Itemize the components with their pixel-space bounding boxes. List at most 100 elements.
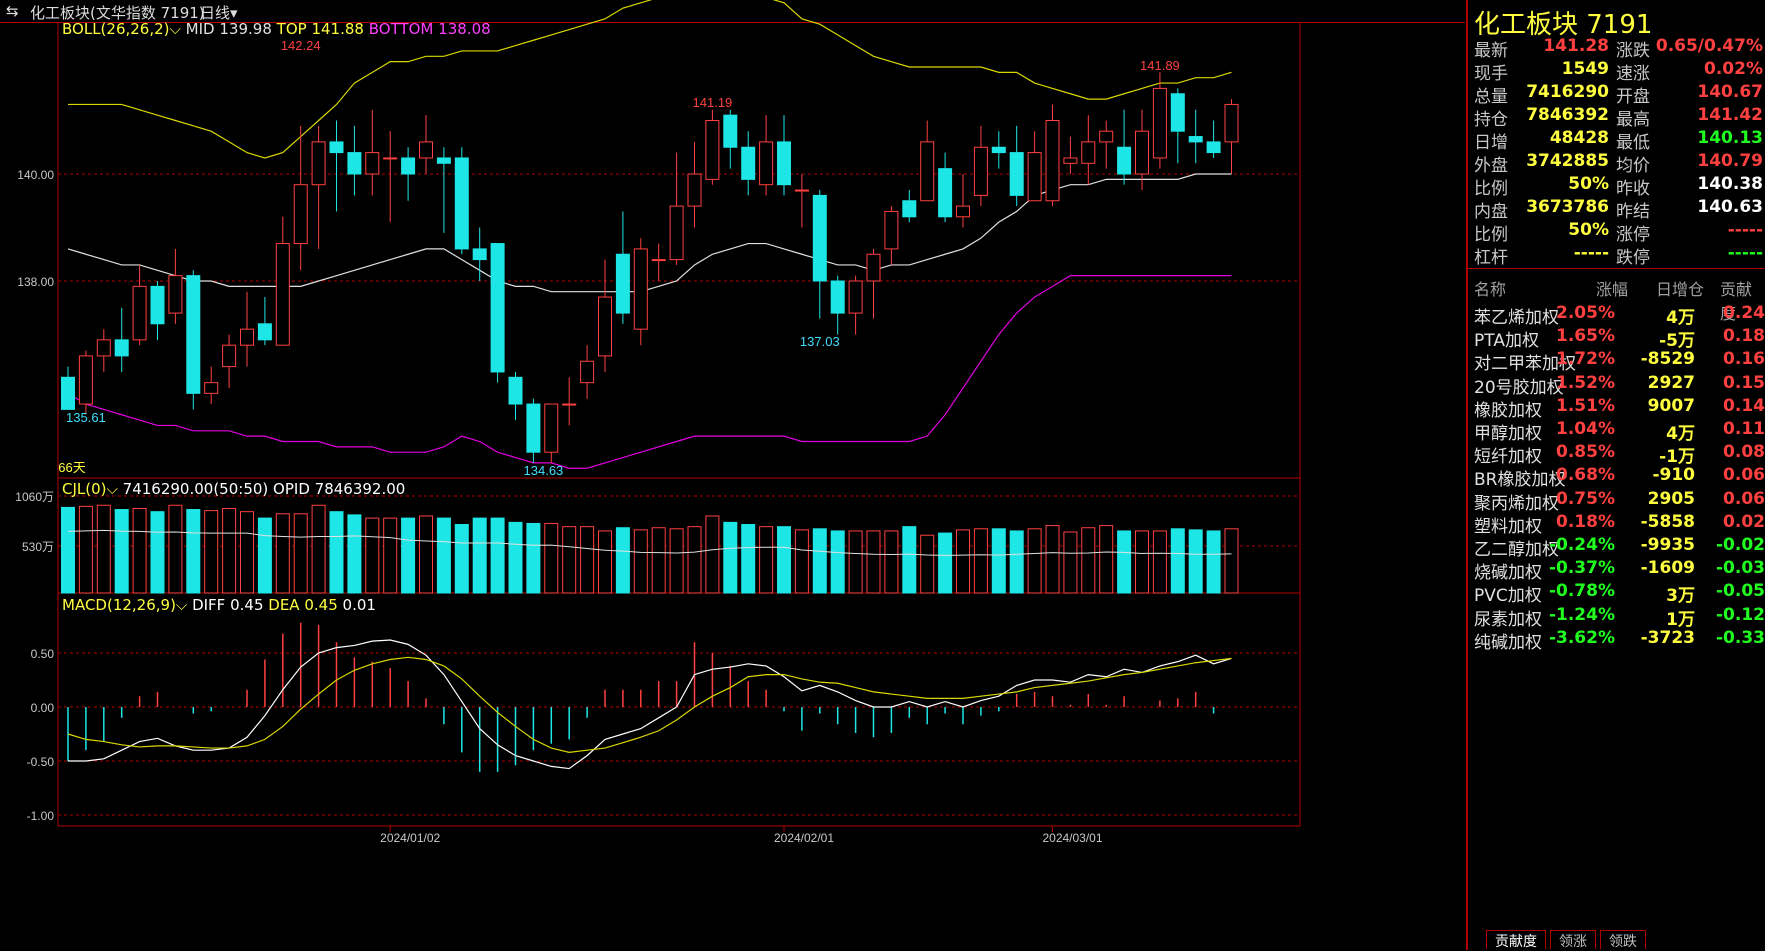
candle-body[interactable]: [920, 141, 935, 202]
volume-bar[interactable]: [777, 526, 791, 594]
volume-bar[interactable]: [884, 530, 899, 594]
candle-body[interactable]: [598, 296, 612, 357]
volume-bar[interactable]: [275, 513, 290, 594]
volume-bar[interactable]: [419, 515, 433, 594]
volume-bar[interactable]: [866, 530, 881, 594]
volume-bar[interactable]: [114, 509, 129, 594]
volume-bar[interactable]: [973, 528, 988, 594]
list-item[interactable]: 纯碱加权 -3.62% -3723 -0.33: [1468, 625, 1765, 653]
period-selector[interactable]: 日线▾: [200, 4, 238, 22]
tab-leading-down[interactable]: 领跌: [1600, 930, 1646, 950]
candle-body[interactable]: [204, 382, 219, 394]
candle-body[interactable]: [866, 253, 881, 282]
candle-body[interactable]: [1045, 120, 1060, 202]
candle-body[interactable]: [186, 275, 201, 394]
volume-bar[interactable]: [759, 526, 774, 594]
volume-bar[interactable]: [168, 504, 183, 594]
candle-body[interactable]: [777, 141, 791, 186]
candle-body[interactable]: [454, 157, 469, 250]
volume-bar[interactable]: [61, 506, 75, 594]
volume-bar[interactable]: [257, 517, 272, 594]
tab-contribution[interactable]: 贡献度: [1486, 930, 1546, 950]
tab-leading-up[interactable]: 领涨: [1550, 930, 1596, 950]
list-item[interactable]: 苯乙烯加权 2.05% 4万 0.24: [1468, 300, 1765, 328]
candle-body[interactable]: [383, 157, 398, 160]
volume-bar[interactable]: [848, 530, 863, 594]
volume-bar[interactable]: [705, 515, 720, 594]
candle-body[interactable]: [347, 152, 362, 175]
candle-body[interactable]: [991, 146, 1006, 154]
volume-bar[interactable]: [633, 529, 648, 594]
volume-bar[interactable]: [472, 517, 487, 594]
list-item[interactable]: PTA加权 1.65% -5万 0.18: [1468, 323, 1765, 351]
volume-bar[interactable]: [1027, 528, 1042, 594]
volume-bar[interactable]: [615, 527, 630, 594]
candle-body[interactable]: [150, 285, 165, 325]
volume-bar[interactable]: [490, 517, 505, 594]
candle-body[interactable]: [1188, 136, 1203, 143]
volume-bar[interactable]: [526, 522, 541, 594]
candle-body[interactable]: [544, 403, 559, 453]
volume-bar[interactable]: [383, 517, 398, 594]
volume-bar[interactable]: [598, 530, 612, 594]
list-item[interactable]: 甲醇加权 1.04% 4万 0.11: [1468, 416, 1765, 444]
volume-bar[interactable]: [186, 509, 201, 594]
col-name[interactable]: 名称: [1474, 280, 1507, 299]
volume-bar[interactable]: [1152, 530, 1167, 594]
volume-bar[interactable]: [741, 524, 756, 594]
candle-body[interactable]: [973, 146, 988, 196]
candle-body[interactable]: [1224, 103, 1239, 143]
volume-bar[interactable]: [311, 504, 326, 594]
candle-body[interactable]: [1117, 146, 1132, 175]
candle-body[interactable]: [669, 205, 684, 261]
volume-bar[interactable]: [1224, 528, 1239, 594]
volume-bar[interactable]: [293, 513, 308, 594]
list-item[interactable]: 20号胶加权 1.52% 2927 0.15: [1468, 370, 1765, 398]
candle-body[interactable]: [741, 146, 756, 180]
candle-body[interactable]: [1170, 93, 1185, 132]
volume-bar[interactable]: [436, 517, 451, 594]
swap-icon[interactable]: ⇆: [6, 2, 19, 20]
candle-body[interactable]: [168, 275, 183, 314]
volume-bar[interactable]: [723, 521, 738, 594]
volume-bar[interactable]: [669, 528, 684, 594]
candle-body[interactable]: [562, 403, 577, 406]
volume-bar[interactable]: [1135, 530, 1149, 594]
list-item[interactable]: 聚丙烯加权 0.75% 2905 0.06: [1468, 486, 1765, 514]
candle-body[interactable]: [419, 141, 433, 159]
col-change[interactable]: 涨幅: [1596, 280, 1629, 299]
volume-bar[interactable]: [78, 505, 93, 594]
volume-bar[interactable]: [1188, 529, 1203, 594]
candle-body[interactable]: [884, 210, 899, 250]
candle-body[interactable]: [436, 157, 451, 164]
volume-bar[interactable]: [562, 526, 577, 594]
volume-bar[interactable]: [651, 527, 666, 594]
candle-body[interactable]: [1063, 157, 1078, 164]
list-item[interactable]: 乙二醇加权 -0.24% -9935 -0.02: [1468, 532, 1765, 560]
candle-body[interactable]: [902, 200, 917, 218]
candle-body[interactable]: [687, 173, 702, 207]
volume-bar[interactable]: [1081, 527, 1096, 594]
candle-body[interactable]: [508, 376, 523, 405]
volume-bar[interactable]: [240, 511, 254, 594]
list-item[interactable]: 烧碱加权 -0.37% -1609 -0.03: [1468, 555, 1765, 583]
chart-area[interactable]: 140.00 138.00 142.24 141.19 141.89 135.61 134.…: [0, 0, 1465, 950]
volume-bar[interactable]: [794, 529, 809, 594]
volume-bar[interactable]: [544, 522, 559, 594]
list-item[interactable]: BR橡胶加权 0.68% -910 0.06: [1468, 462, 1765, 490]
candle-body[interactable]: [759, 141, 774, 186]
candle-body[interactable]: [1206, 141, 1221, 154]
volume-bar[interactable]: [96, 504, 111, 594]
volume-bar[interactable]: [920, 534, 935, 594]
volume-bar[interactable]: [580, 526, 595, 594]
candle-body[interactable]: [61, 376, 75, 410]
candle-body[interactable]: [651, 259, 666, 262]
candle-body[interactable]: [615, 253, 630, 314]
candle-body[interactable]: [1009, 152, 1024, 196]
volume-bar[interactable]: [329, 511, 344, 594]
candle-body[interactable]: [78, 355, 93, 405]
volume-bar[interactable]: [508, 521, 523, 594]
candle-body[interactable]: [938, 168, 953, 218]
candle-body[interactable]: [633, 248, 648, 330]
volume-bar[interactable]: [1009, 530, 1024, 594]
